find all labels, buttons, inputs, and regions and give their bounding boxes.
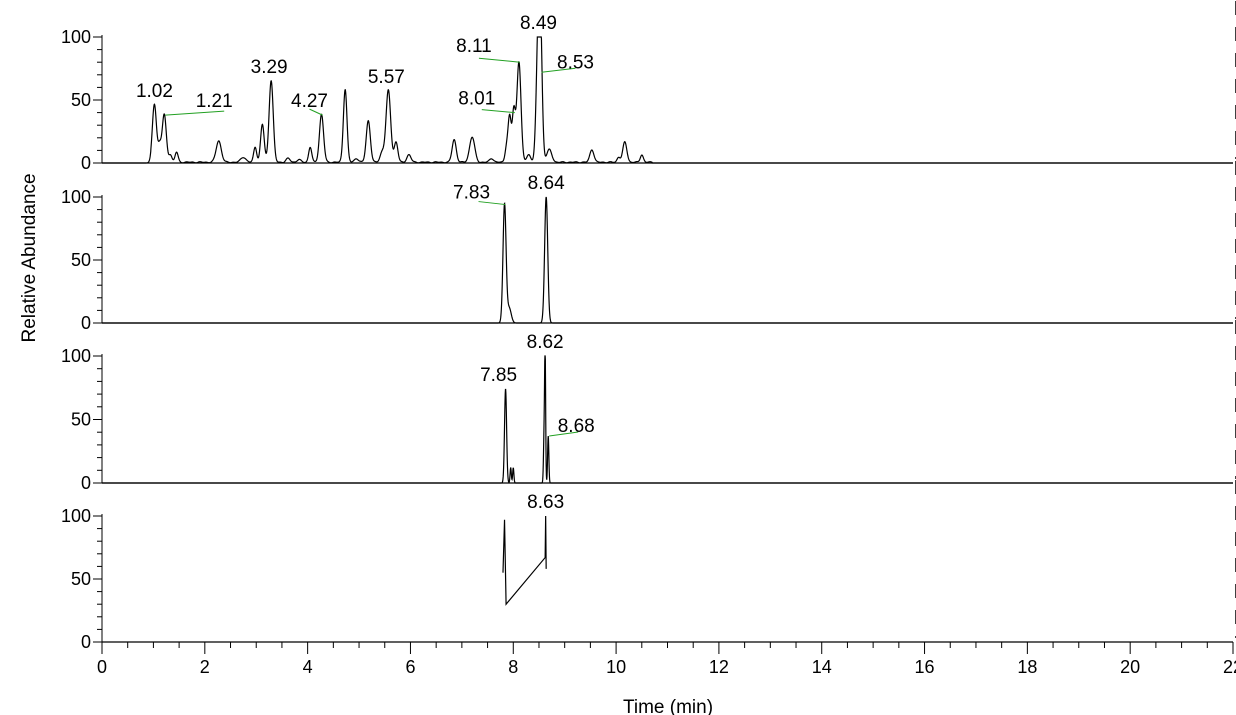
panel-1-y-tick-label: 100 <box>61 27 91 47</box>
panel-1-trace <box>102 36 1233 164</box>
peak-label: 8.63 <box>527 492 564 513</box>
peak-label: 8.64 <box>528 173 565 194</box>
x-tick-label: 6 <box>405 657 415 677</box>
peak-label-leader <box>478 201 506 206</box>
panel-3-y-tick-label: 100 <box>61 346 91 366</box>
peak-label: 8.11 <box>456 36 492 57</box>
x-tick-label: 16 <box>915 657 935 677</box>
panel-2-y-tick-label: 0 <box>81 313 91 333</box>
y-axis-title: Relative Abundance <box>19 173 40 342</box>
x-tick-label: 10 <box>606 657 626 677</box>
panel-2-trace <box>102 196 1233 324</box>
peak-label: 8.49 <box>520 13 557 34</box>
x-tick-label: 8 <box>508 657 518 677</box>
panel-1-y-tick-label: 0 <box>81 153 91 173</box>
x-tick-label: 0 <box>97 657 107 677</box>
peak-label: 1.21 <box>196 91 233 112</box>
peak-label-leader <box>541 67 576 73</box>
panel-1-y-tick-label: 50 <box>71 90 91 110</box>
peak-label: 8.68 <box>558 416 595 437</box>
panel-3-trace <box>102 355 1233 484</box>
peak-label: 5.57 <box>368 67 405 88</box>
panel-2-y-tick-label: 50 <box>71 250 91 270</box>
panel-4-y-tick-label: 100 <box>61 506 91 526</box>
peak-label-leader <box>309 108 323 116</box>
peak-label-leader <box>549 431 579 437</box>
x-tick-label: 4 <box>303 657 313 677</box>
panel-3-y-tick-label: 50 <box>71 410 91 430</box>
peak-label: 7.83 <box>453 183 490 204</box>
peak-label: 8.01 <box>458 89 495 110</box>
panel-4-y-tick-label: 0 <box>81 632 91 652</box>
x-tick-label: 2 <box>200 657 210 677</box>
panel-3-y-tick-label: 0 <box>81 473 91 493</box>
peak-label: 8.53 <box>557 52 594 73</box>
x-tick-label: 22 <box>1223 657 1236 677</box>
x-tick-label: 12 <box>709 657 729 677</box>
panel-2-y-tick-label: 100 <box>61 187 91 207</box>
peak-label-leader <box>478 57 520 63</box>
peak-label: 3.29 <box>251 57 288 78</box>
peak-label-leader <box>165 110 225 116</box>
x-tick-label: 18 <box>1017 657 1037 677</box>
peak-label: 7.85 <box>480 365 517 386</box>
x-axis-title: Time (min) <box>623 697 713 715</box>
peak-label: 4.27 <box>291 91 328 112</box>
peak-label: 8.62 <box>527 332 564 353</box>
panel-4-trace <box>502 515 547 606</box>
peak-label: 1.02 <box>136 81 173 102</box>
panel-4-y-tick-label: 50 <box>71 569 91 589</box>
x-tick-label: 14 <box>812 657 832 677</box>
x-tick-label: 20 <box>1120 657 1140 677</box>
peak-label-leader <box>481 109 515 114</box>
